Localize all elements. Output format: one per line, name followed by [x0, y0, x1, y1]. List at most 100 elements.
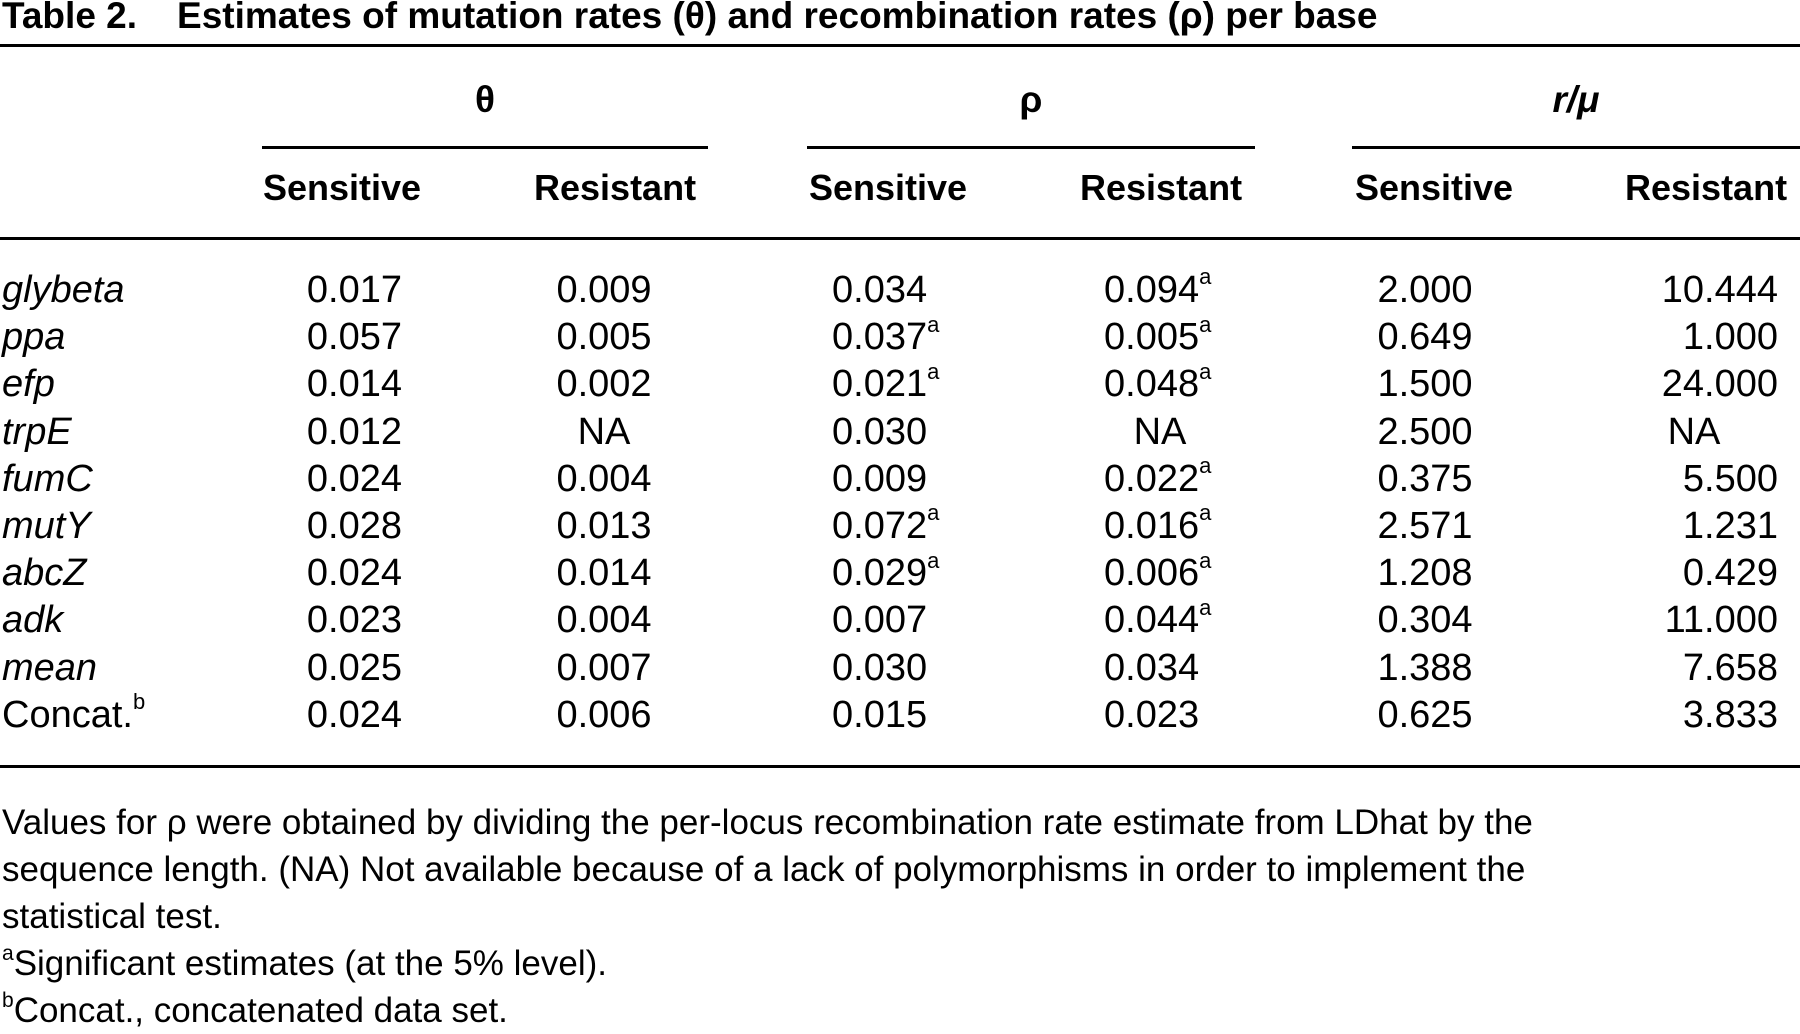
cell-value: 0.030 [832, 410, 928, 453]
cell-value: 0.375 [1377, 457, 1473, 500]
cell-value: 0.023 [306, 599, 402, 642]
cell-theta-r: 0.006 [534, 692, 674, 739]
cell-value: 5.500 [1682, 457, 1778, 500]
cell-theta-s: 0.023 [262, 597, 402, 644]
cell-theta-r: 0.007 [534, 645, 674, 692]
cell-value: 0.014 [306, 363, 402, 406]
cell-rmu-r: 0.429 [1610, 550, 1778, 597]
table-row: trpE 0.012 NA 0.030 NA 2.500 NA [0, 409, 1800, 456]
cell-rho-r: 0.023 [1104, 692, 1216, 739]
cell-value: 1.388 [1377, 646, 1473, 689]
cell-value: NA [1133, 410, 1187, 453]
footnote-a-mark: a [2, 942, 14, 966]
table-caption: Estimates of mutation rates (θ) and reco… [177, 0, 1378, 36]
cell-theta-s: 0.012 [262, 409, 402, 456]
cell-value: 0.016 [1104, 505, 1200, 547]
header-rule [0, 237, 1800, 240]
cell-value: 24.000 [1661, 363, 1778, 406]
cell-rho-r: 0.094a [1104, 266, 1216, 314]
cell-theta-r: 0.009 [534, 267, 674, 314]
cell-value: 7.658 [1682, 646, 1778, 689]
cell-value: 0.007 [832, 599, 928, 642]
cell-rmu-s: 0.625 [1355, 692, 1495, 739]
cell-value: 0.015 [832, 693, 928, 736]
cell-rmu-s: 0.375 [1355, 456, 1495, 503]
cell-rmu-r: 5.500 [1610, 456, 1778, 503]
cell-value: 0.094 [1104, 269, 1200, 311]
locus-name: abcZ [2, 550, 86, 597]
locus-name: fumC [2, 456, 93, 503]
cell-rmu-r: 1.231 [1610, 503, 1778, 550]
cell-value: 0.013 [556, 505, 652, 547]
table-row: mean 0.025 0.007 0.030 0.034 1.388 7.658 [0, 645, 1800, 692]
cell-rho-s: 0.037a [832, 313, 944, 361]
table-row: adk 0.023 0.004 0.007 0.044a 0.304 11.000 [0, 596, 1800, 644]
col-header-theta-sensitive: Sensitive [263, 167, 422, 208]
cell-theta-s: 0.014 [262, 361, 402, 408]
table-row: abcZ 0.024 0.014 0.029a 0.006a 1.208 0.429 [0, 547, 1800, 597]
locus-name: ppa [2, 314, 65, 361]
cell-value: 1.500 [1377, 363, 1473, 406]
cell-rmu-s: 2.000 [1355, 267, 1495, 314]
cell-value: 0.005 [556, 316, 652, 359]
bottom-rule [0, 765, 1800, 768]
col-header-r-mu-sensitive: Sensitive [1355, 167, 1514, 208]
cell-value: 0.028 [306, 505, 402, 547]
cell-value: 0.002 [556, 363, 652, 406]
cell-theta-r: 0.005 [534, 314, 674, 361]
footnote-b-text: Concat., concatenated data set. [13, 991, 508, 1030]
table-row: glybeta 0.017 0.009 0.034 0.094a 2.000 10.444 [0, 266, 1800, 314]
col-header-r-mu-resistant: Resistant [1625, 167, 1788, 208]
note-line-1: Values for ρ were obtained by dividing t… [2, 803, 1533, 842]
table-row: fumC 0.024 0.004 0.009 0.022a 0.375 5.500 [0, 453, 1800, 503]
locus-label: efp [2, 363, 55, 406]
cell-value: 0.009 [832, 457, 928, 500]
cell-value: 0.625 [1377, 693, 1473, 736]
cell-rho-s: 0.030 [832, 645, 944, 692]
cell-rho-s: 0.030 [832, 409, 944, 456]
cell-value: 0.034 [1104, 646, 1200, 689]
locus-label: trpE [2, 410, 72, 453]
cell-value: 0.048 [1104, 363, 1200, 406]
cell-rmu-r: 11.000 [1610, 597, 1778, 644]
cell-value: 0.044 [1104, 599, 1200, 642]
cell-rmu-s: 0.304 [1355, 597, 1495, 644]
footnote-a: aSignificant estimates (at the 5% level)… [2, 940, 607, 987]
cell-value: 0.024 [306, 693, 402, 736]
cell-value: 0.006 [556, 693, 652, 736]
group-rule-r-mu [1352, 146, 1800, 149]
significance-marker: a [1199, 453, 1212, 479]
cell-theta-s: 0.024 [262, 456, 402, 503]
locus-name: efp [2, 361, 55, 408]
significance-marker: a [1199, 500, 1212, 526]
table-title: Table 2. Estimates of mutation rates (θ) … [2, 0, 1377, 38]
significance-marker: a [1199, 311, 1212, 337]
group-header-rho: ρ [1019, 79, 1043, 120]
table-row: ppa 0.057 0.005 0.037a 0.005a 0.649 1.000 [0, 311, 1800, 361]
cell-value: 1.000 [1682, 316, 1778, 359]
group-rule-theta [262, 146, 708, 149]
col-header-rho-resistant: Resistant [1080, 167, 1243, 208]
significance-marker: a [927, 547, 940, 573]
cell-value: 0.025 [306, 646, 402, 689]
cell-value: 0.012 [306, 410, 402, 453]
cell-value: 0.034 [832, 269, 928, 311]
cell-value: 0.007 [556, 646, 652, 689]
note-line-3: statistical test. [2, 897, 222, 936]
cell-rho-r: 0.016a [1104, 500, 1216, 550]
cell-rmu-s: 0.649 [1355, 314, 1495, 361]
footnote-a-text: Significant estimates (at the 5% level). [13, 944, 608, 983]
group-header-r-mu: r/μ [1552, 79, 1600, 120]
footnote-marker: b [132, 689, 146, 715]
locus-name: trpE [2, 409, 72, 456]
cell-rho-r: 0.048a [1104, 360, 1216, 408]
locus-name: glybeta [2, 267, 125, 314]
note-line-2: sequence length. (NA) Not available beca… [2, 850, 1526, 889]
cell-rho-s: 0.072a [832, 502, 944, 550]
cell-value: NA [1667, 410, 1721, 453]
cell-value: 2.500 [1377, 410, 1473, 453]
locus-name: mean [2, 645, 97, 692]
cell-value: 0.649 [1377, 316, 1473, 359]
cell-value: 0.072 [832, 505, 928, 547]
cell-value: 0.304 [1377, 599, 1473, 642]
